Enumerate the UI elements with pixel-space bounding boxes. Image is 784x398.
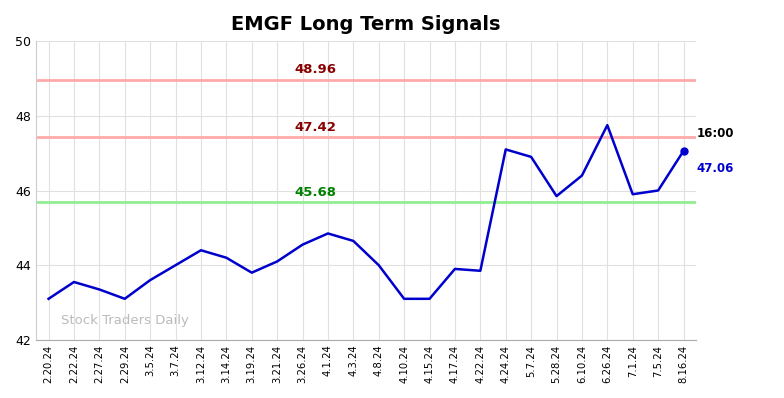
Text: 47.42: 47.42 bbox=[294, 121, 336, 134]
Text: 16:00: 16:00 bbox=[696, 127, 734, 140]
Title: EMGF Long Term Signals: EMGF Long Term Signals bbox=[231, 15, 501, 34]
Text: Stock Traders Daily: Stock Traders Daily bbox=[61, 314, 189, 327]
Text: 45.68: 45.68 bbox=[294, 186, 336, 199]
Text: 47.06: 47.06 bbox=[696, 162, 734, 175]
Text: 48.96: 48.96 bbox=[294, 63, 336, 76]
